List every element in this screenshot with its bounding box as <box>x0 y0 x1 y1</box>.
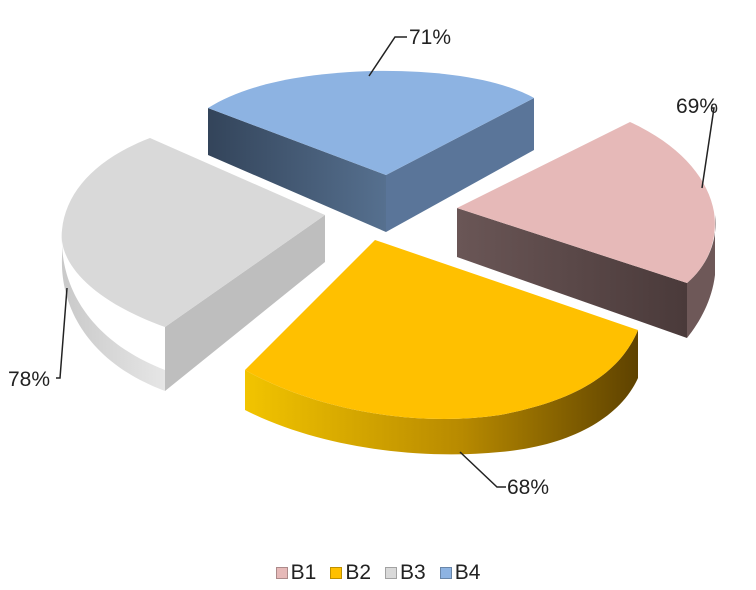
leader-line-b2 <box>459 451 506 488</box>
legend-label-b1: B1 <box>290 561 317 584</box>
legend-item-b4[interactable]: B4 <box>439 561 481 585</box>
slice-b4[interactable] <box>208 70 534 232</box>
legend-item-b3[interactable]: B3 <box>385 561 426 585</box>
data-label-b1: 69% <box>676 95 718 118</box>
leader-line-b4 <box>368 36 407 77</box>
leader-line-b3 <box>56 287 68 379</box>
slice-b2[interactable] <box>245 240 638 455</box>
leader-line-b1 <box>701 107 715 189</box>
slice-b1[interactable] <box>457 122 716 338</box>
slice-b3-side-front <box>165 215 325 391</box>
legend-label-b2: B2 <box>345 561 371 584</box>
slice-b2-top <box>245 240 638 419</box>
chart-legend: B1 B2 B3 B4 <box>0 560 756 586</box>
pie-chart: 71% 69% 78% 68% <box>8 26 718 499</box>
data-label-b2: 68% <box>507 476 549 499</box>
legend-label-b3: B3 <box>400 561 426 584</box>
data-label-b4: 71% <box>409 26 451 49</box>
slice-b3-side-outer <box>61 235 165 391</box>
legend-swatch-b1 <box>275 567 288 579</box>
legend-item-b1[interactable]: B1 <box>275 561 317 585</box>
slice-b3[interactable] <box>61 138 326 391</box>
legend-swatch-b2 <box>330 567 343 579</box>
slice-b1-side-front <box>457 208 687 338</box>
slice-b3-top <box>61 138 326 327</box>
legend-label-b4: B4 <box>454 561 481 584</box>
slice-b2-side <box>245 330 638 455</box>
slice-b4-top <box>208 70 534 175</box>
slice-b4-side <box>208 108 386 232</box>
legend-swatch-b4 <box>439 567 452 579</box>
slice-b1-side-outer <box>687 215 716 338</box>
slice-b4-side-outer <box>386 98 534 232</box>
data-label-b3: 78% <box>8 368 50 391</box>
slice-b1-top <box>457 122 715 283</box>
legend-item-b2[interactable]: B2 <box>330 561 371 585</box>
legend-swatch-b3 <box>385 567 397 579</box>
